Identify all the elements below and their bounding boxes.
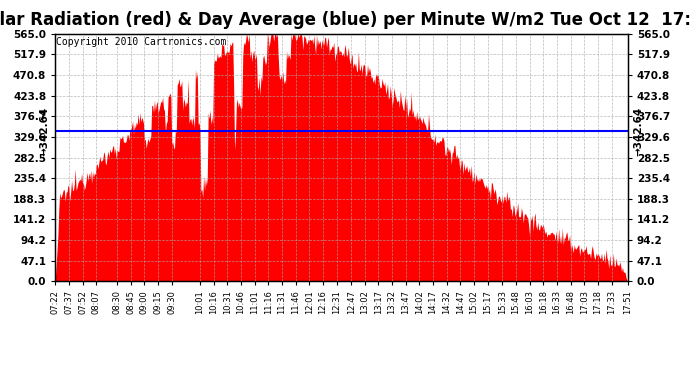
Text: Solar Radiation (red) & Day Average (blue) per Minute W/m2 Tue Oct 12  17:51: Solar Radiation (red) & Day Average (blu… — [0, 11, 690, 29]
Text: Copyright 2010 Cartronics.com: Copyright 2010 Cartronics.com — [57, 38, 227, 48]
Text: →342.64: →342.64 — [39, 106, 50, 156]
Text: →342.64: →342.64 — [633, 106, 644, 156]
